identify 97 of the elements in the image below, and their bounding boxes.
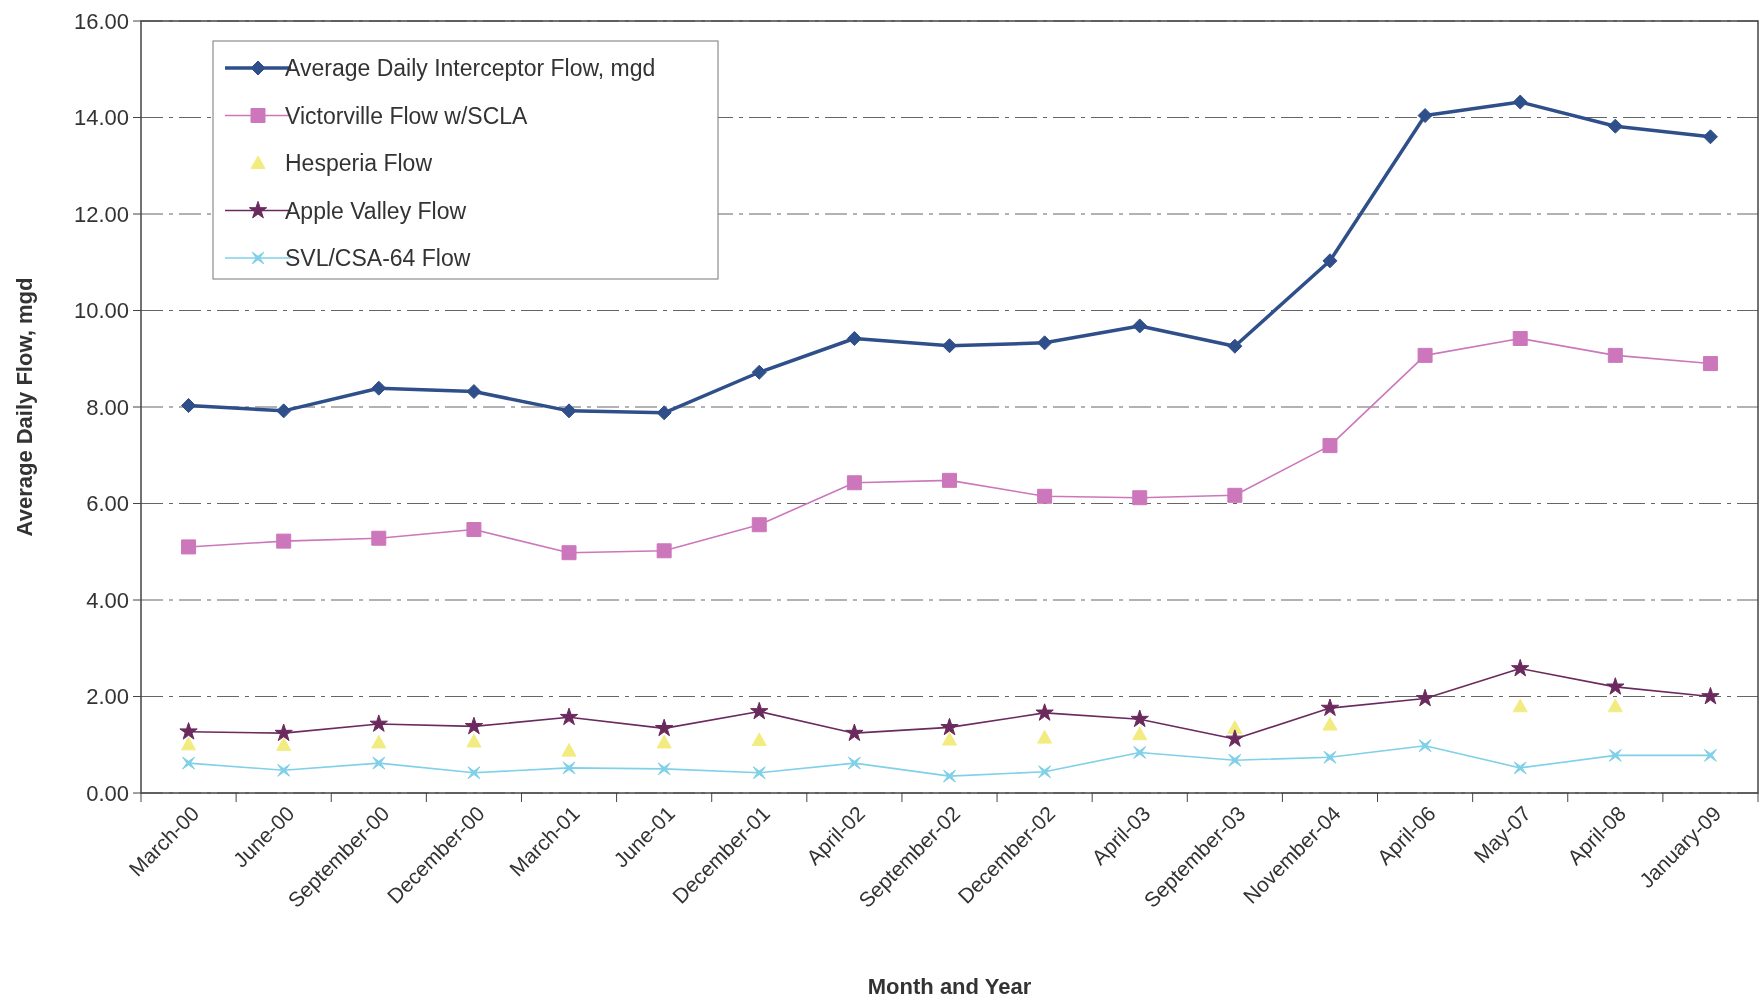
legend-label: Victorville Flow w/SCLA bbox=[285, 102, 529, 129]
point bbox=[943, 769, 956, 783]
point bbox=[751, 517, 767, 533]
point bbox=[1415, 688, 1435, 707]
point bbox=[1702, 356, 1718, 372]
point bbox=[654, 718, 674, 737]
y-tick-label: 10.00 bbox=[73, 298, 129, 324]
point bbox=[1417, 108, 1433, 124]
point bbox=[657, 762, 671, 776]
point bbox=[846, 330, 862, 346]
point bbox=[1227, 338, 1243, 354]
point bbox=[276, 737, 292, 751]
legend-label: Average Daily Interceptor Flow, mgd bbox=[285, 55, 656, 82]
point bbox=[277, 763, 291, 777]
point bbox=[1512, 94, 1528, 110]
point bbox=[1608, 748, 1622, 762]
point bbox=[274, 723, 293, 742]
point bbox=[181, 398, 197, 414]
point bbox=[1320, 698, 1340, 716]
point bbox=[371, 530, 387, 546]
point bbox=[371, 380, 387, 396]
point bbox=[847, 756, 861, 770]
y-tick-label: 8.00 bbox=[86, 394, 129, 420]
point bbox=[751, 364, 767, 380]
y-tick-label: 14.00 bbox=[73, 105, 129, 131]
point bbox=[1607, 698, 1623, 713]
point bbox=[369, 714, 388, 732]
point bbox=[1037, 730, 1053, 744]
point bbox=[559, 707, 579, 726]
y-tick-label: 0.00 bbox=[86, 780, 129, 806]
point bbox=[656, 734, 672, 749]
point bbox=[1417, 347, 1433, 363]
point bbox=[1418, 739, 1432, 753]
point bbox=[1225, 729, 1245, 747]
y-tick-label: 6.00 bbox=[86, 491, 129, 517]
legend-label: Hesperia Flow bbox=[285, 150, 433, 177]
point bbox=[1132, 726, 1148, 741]
point bbox=[182, 756, 195, 770]
point bbox=[1323, 750, 1337, 764]
point bbox=[942, 338, 957, 354]
point bbox=[1133, 746, 1147, 759]
legend-label: SVL/CSA-64 Flow bbox=[285, 245, 471, 272]
point bbox=[464, 716, 484, 735]
point bbox=[1606, 677, 1625, 695]
point bbox=[1513, 761, 1527, 775]
point bbox=[656, 543, 672, 559]
point bbox=[1512, 330, 1528, 346]
point bbox=[562, 761, 576, 775]
point bbox=[942, 472, 957, 488]
y-tick-label: 4.00 bbox=[86, 587, 129, 613]
point bbox=[1037, 335, 1053, 351]
point bbox=[1038, 765, 1052, 779]
point bbox=[1607, 118, 1623, 134]
point bbox=[1322, 716, 1338, 731]
y-tick-label: 12.00 bbox=[73, 201, 129, 227]
point bbox=[561, 743, 577, 757]
point bbox=[179, 722, 198, 740]
y-axis-title: Average Daily Flow, mgd bbox=[12, 277, 37, 537]
point bbox=[1607, 347, 1623, 363]
point bbox=[1035, 703, 1054, 721]
point bbox=[940, 717, 959, 736]
point bbox=[845, 723, 864, 742]
point bbox=[1132, 318, 1148, 334]
point bbox=[467, 766, 481, 780]
point bbox=[466, 733, 482, 748]
point bbox=[1704, 748, 1717, 762]
point bbox=[1037, 488, 1053, 504]
point bbox=[276, 403, 292, 419]
point bbox=[1512, 698, 1528, 713]
point bbox=[1322, 253, 1338, 269]
point bbox=[1322, 438, 1338, 454]
point bbox=[181, 539, 197, 555]
point bbox=[181, 736, 197, 751]
point bbox=[561, 545, 577, 561]
point bbox=[942, 731, 957, 746]
y-tick-label: 16.00 bbox=[73, 8, 129, 34]
point bbox=[466, 384, 482, 400]
point bbox=[750, 701, 769, 720]
x-axis-title: Month and Year bbox=[867, 974, 1032, 999]
point bbox=[1511, 658, 1530, 677]
point bbox=[1132, 490, 1148, 506]
point bbox=[1701, 686, 1720, 705]
point bbox=[1228, 753, 1242, 767]
point bbox=[371, 734, 387, 749]
point bbox=[752, 766, 766, 780]
point bbox=[372, 756, 386, 770]
point bbox=[276, 533, 292, 549]
legend-label: Apple Valley Flow bbox=[285, 197, 467, 224]
point bbox=[1227, 487, 1243, 503]
point bbox=[656, 405, 672, 421]
point bbox=[561, 403, 577, 419]
point bbox=[751, 732, 767, 747]
point bbox=[846, 475, 862, 491]
point bbox=[1130, 709, 1149, 728]
y-tick-label: 2.00 bbox=[86, 684, 129, 710]
point bbox=[1702, 129, 1718, 145]
point bbox=[466, 522, 482, 538]
